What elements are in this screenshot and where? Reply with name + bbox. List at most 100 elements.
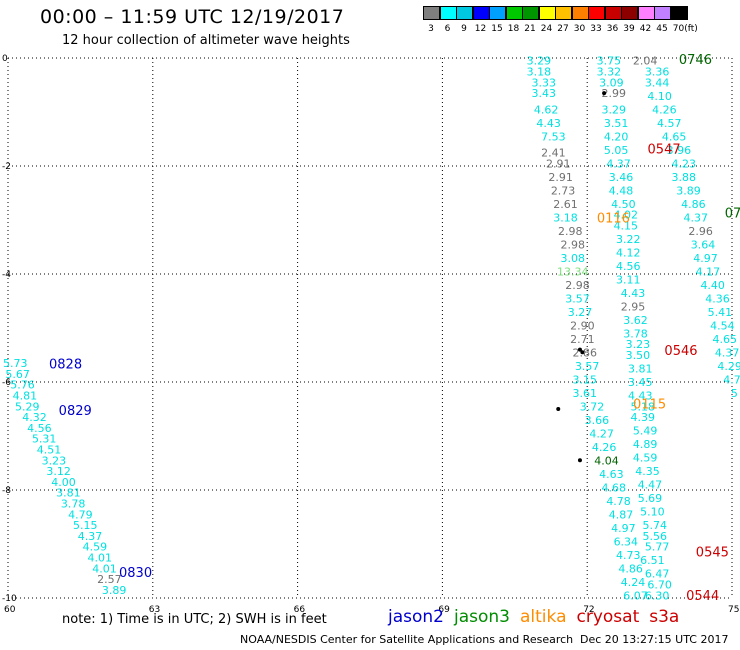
data-point-label: 4.26 (652, 103, 677, 116)
credit-line: NOAA/NESDIS Center for Satellite Applica… (240, 633, 574, 646)
data-point-label: 3.72 (580, 400, 605, 413)
data-point-label: 4.10 (647, 90, 672, 103)
data-point-label: 4.43 (536, 117, 561, 130)
data-point-label: 4.36 (705, 292, 730, 305)
data-point-label: 4.24 (621, 576, 646, 589)
data-point-label: 4.20 (604, 130, 629, 143)
data-point-label: 4.47 (638, 479, 663, 492)
data-point-label: 4.54 (710, 319, 735, 332)
data-point-label: 4.15 (614, 219, 639, 232)
data-point-label: 5.10 (640, 506, 665, 519)
chart-subtitle: 12 hour collection of altimeter wave hei… (62, 33, 350, 48)
data-point-label: 2.98 (560, 238, 585, 251)
data-point-label: 4.00 (51, 476, 76, 489)
data-point-label: 3.18 (527, 66, 552, 79)
land-speck (602, 91, 607, 96)
data-point-label: 2.41 (541, 147, 566, 160)
data-point-label: 3.78 (61, 498, 86, 511)
land-speck (577, 347, 582, 352)
data-point-label: 4.63 (599, 468, 624, 481)
time-label: 0546 (664, 344, 697, 359)
footnote: note: 1) Time is in UTC; 2) SWH is in fe… (62, 612, 327, 627)
data-point-label: 3.11 (616, 273, 641, 286)
data-point-label: 6.51 (640, 554, 665, 567)
data-point-label: 6.70 (647, 579, 672, 592)
time-label: 0545 (696, 546, 729, 561)
x-tick-label: 66 (294, 605, 306, 615)
legend-entry-jason3: jason3 (454, 607, 510, 627)
time-label: 0544 (686, 589, 719, 604)
data-point-label: 3.89 (102, 584, 127, 597)
data-point-label: 3.75 (597, 55, 622, 68)
data-point-label: 4.04 (594, 454, 619, 467)
data-point-label: 3.46 (609, 171, 634, 184)
data-point-label: 6.07 (623, 589, 648, 602)
data-point-label: 4.39 (630, 411, 655, 424)
data-point-label: 3.64 (691, 238, 716, 251)
data-point-label: 4.59 (83, 541, 108, 554)
data-point-label: 4.57 (657, 117, 682, 130)
colorbar-label: 15 (491, 24, 503, 34)
data-point-label: 2.98 (565, 279, 590, 292)
data-point-label: 3.12 (46, 465, 71, 478)
colorbar-label: 9 (461, 24, 467, 34)
data-point-label: 2.98 (558, 225, 583, 238)
data-point-label: 3.36 (645, 66, 670, 79)
time-label: 0829 (59, 404, 92, 419)
time-label: 0828 (49, 358, 82, 373)
chart-title: 00:00 – 11:59 UTC 12/19/2017 (40, 6, 345, 28)
data-point-label: 5.76 (10, 379, 35, 392)
data-point-label: 2.61 (553, 198, 578, 211)
data-point-label: 4.01 (92, 562, 117, 575)
satellite-legend: jason2 jason3 altika cryosat s3a (388, 607, 689, 627)
y-tick-label: -8 (2, 486, 11, 496)
data-point-label: 6.30 (645, 589, 670, 602)
data-point-label: 5.74 (643, 519, 668, 532)
data-point-label: 4.73 (616, 549, 641, 562)
legend-entry-cryosat: cryosat (576, 607, 640, 627)
data-point-label: 4.89 (633, 438, 658, 451)
data-point-label: 4.59 (633, 452, 658, 465)
data-point-label: 3.89 (676, 184, 701, 197)
data-point-label: 4.32 (22, 411, 47, 424)
data-point-label: 4.50 (611, 198, 636, 211)
data-point-label: 3.18 (553, 211, 578, 224)
time-label: 0115 (633, 398, 666, 413)
colorbar-label: 27 (557, 24, 569, 34)
y-tick-label: -10 (2, 594, 17, 604)
data-point-label: 4.97 (693, 252, 718, 265)
data-point-label: 4.78 (606, 495, 631, 508)
data-point-label: 4.56 (616, 260, 641, 273)
data-point-label: 4.48 (609, 184, 634, 197)
data-point-label: 4.43 (628, 390, 653, 403)
time-label: 0746 (679, 53, 712, 68)
data-point-label: 5.05 (604, 144, 629, 157)
colorbar-label: 39 (623, 24, 635, 34)
legend-entry-s3a: s3a (649, 607, 680, 627)
data-point-label: 3.45 (628, 376, 653, 389)
data-point-label: 4.37 (78, 530, 103, 543)
data-point-label: 3.62 (623, 314, 648, 327)
data-point-label: 4.65 (713, 333, 738, 346)
colorbar-unit: (ft) (684, 24, 698, 34)
data-point-label: 4.56 (27, 422, 52, 435)
colorbar-label: 36 (606, 24, 619, 34)
land-speck (577, 458, 582, 463)
data-point-label: 2.95 (621, 300, 646, 313)
legend-entry-altika: altika (520, 607, 567, 627)
data-point-label: 4.68 (601, 481, 626, 494)
colorbar-label: 12 (474, 24, 487, 34)
land-speck (556, 407, 561, 411)
data-point-label: 4.01 (87, 552, 112, 565)
data-point-label: 3.51 (604, 117, 629, 130)
data-point-label: 2.86 (573, 346, 598, 359)
data-point-label: 5.77 (645, 541, 670, 554)
legend-entry-jason2: jason2 (388, 607, 444, 627)
x-tick-label: 75 (728, 605, 739, 615)
x-tick-label: 60 (4, 605, 16, 615)
data-point-label: 3.96 (667, 144, 692, 157)
data-point-label: 4.26 (592, 441, 617, 454)
data-point-label: 2.99 (601, 87, 626, 100)
y-tick-label: 0 (2, 54, 8, 64)
